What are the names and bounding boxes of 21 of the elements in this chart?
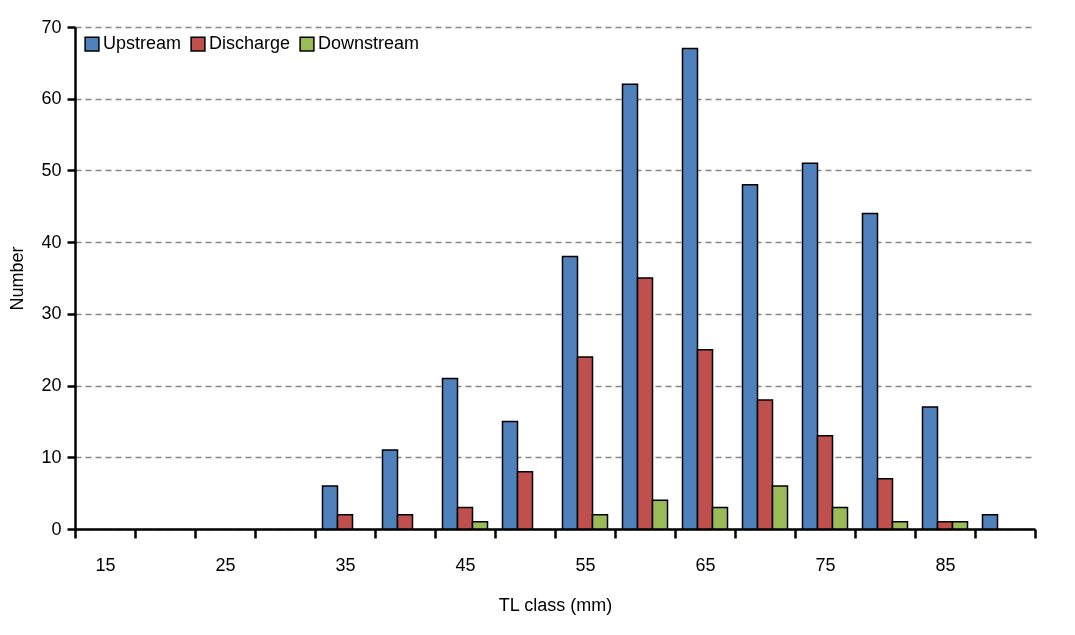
legend-label: Upstream	[103, 33, 182, 54]
y-tick-label: 60	[41, 88, 62, 109]
x-tick-label: 35	[335, 554, 356, 575]
x-axis-title: TL class (mm)	[498, 594, 613, 615]
x-tick-label: 25	[215, 554, 236, 575]
y-tick-label: 20	[41, 375, 62, 396]
y-tick-label: 10	[41, 446, 62, 467]
x-tick-label: 15	[95, 554, 116, 575]
y-tick-label: 0	[51, 518, 62, 539]
x-tick-label: 75	[815, 554, 836, 575]
y-axis-title: Number	[7, 246, 28, 311]
legend-label: Downstream	[318, 33, 420, 54]
x-tick-label: 85	[935, 554, 956, 575]
legend-label: Discharge	[209, 33, 291, 54]
x-tick-label: 45	[455, 554, 476, 575]
y-tick-label: 70	[41, 16, 62, 37]
x-tick-label: 65	[695, 554, 716, 575]
y-tick-label: 30	[41, 303, 62, 324]
y-tick-label: 40	[41, 231, 62, 252]
y-tick-label: 50	[41, 159, 62, 180]
x-tick-label: 55	[575, 554, 596, 575]
